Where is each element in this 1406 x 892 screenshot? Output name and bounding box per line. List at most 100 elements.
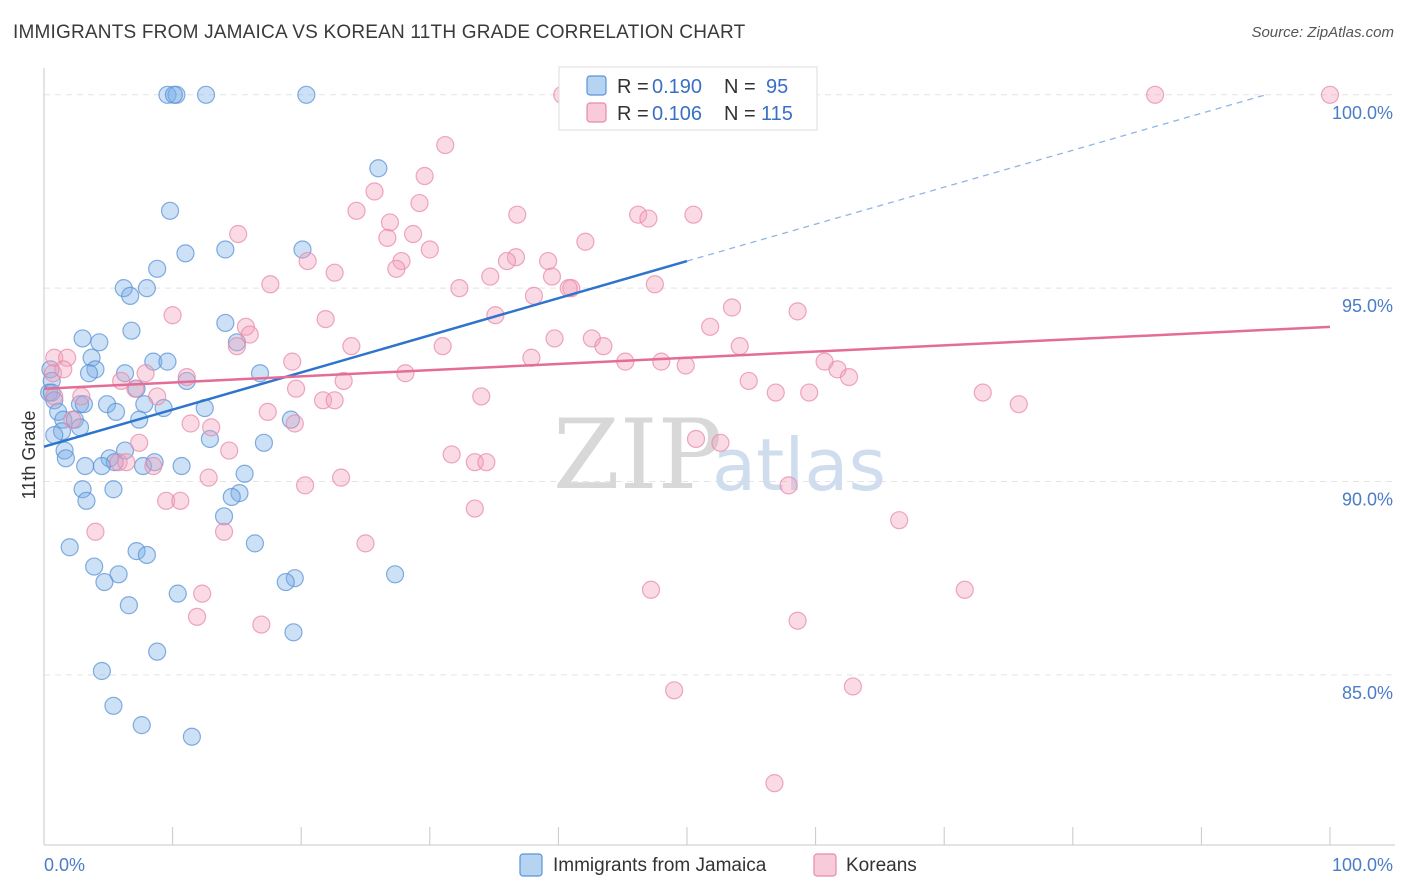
trend-lines xyxy=(43,94,1331,448)
chart-source: Source: ZipAtlas.com xyxy=(1251,24,1394,41)
point-jamaica-69 xyxy=(127,542,146,561)
point-jamaica-2 xyxy=(164,85,183,104)
point-jamaica-16 xyxy=(73,329,92,348)
point-jamaica-67 xyxy=(245,534,265,553)
legend-swatch-korean xyxy=(586,102,607,123)
point-jamaica-79 xyxy=(284,623,303,642)
legend-r-label-jamaica: R = xyxy=(617,76,649,98)
point-korean-61 xyxy=(839,367,859,387)
point-korean-45 xyxy=(433,337,452,356)
point-korean-36 xyxy=(163,306,182,325)
point-jamaica-70 xyxy=(137,545,156,565)
point-jamaica-64 xyxy=(222,487,241,507)
point-korean-96 xyxy=(779,476,798,495)
point-korean-7 xyxy=(347,201,366,220)
point-jamaica-17 xyxy=(90,333,109,352)
point-korean-17 xyxy=(420,240,439,259)
point-korean-76 xyxy=(325,391,344,410)
point-korean-68 xyxy=(766,383,785,402)
point-korean-32 xyxy=(524,286,544,305)
point-korean-66 xyxy=(126,379,145,398)
point-jamaica-77 xyxy=(168,584,187,603)
point-korean-38 xyxy=(701,317,720,336)
point-korean-71 xyxy=(45,387,64,406)
point-jamaica-4 xyxy=(297,85,316,104)
point-korean-112 xyxy=(765,774,784,793)
point-korean-111 xyxy=(843,677,862,696)
point-korean-74 xyxy=(472,387,491,406)
point-korean-87 xyxy=(442,445,461,464)
point-korean-84 xyxy=(711,433,730,452)
point-korean-56 xyxy=(43,364,63,383)
point-korean-85 xyxy=(130,433,149,452)
legend-r-value-korean: 0.106 xyxy=(652,103,702,125)
point-korean-53 xyxy=(652,352,671,371)
point-korean-78 xyxy=(258,402,277,421)
point-jamaica-59 xyxy=(172,456,191,476)
y-tick-label-0: 85.0% xyxy=(1342,683,1393,703)
watermark-zip: ZIP xyxy=(553,399,722,511)
point-korean-100 xyxy=(890,511,909,530)
point-korean-86 xyxy=(220,441,239,460)
point-korean-59 xyxy=(396,364,415,383)
point-jamaica-52 xyxy=(56,449,75,468)
x-tick-labels: 0.0% 100.0% xyxy=(44,855,1393,875)
point-jamaica-40 xyxy=(106,402,126,421)
legend-swatch-jamaica xyxy=(586,75,607,96)
point-jamaica-21 xyxy=(158,352,177,371)
point-korean-77 xyxy=(1009,395,1028,414)
legend-r-label-korean: R = xyxy=(617,103,649,125)
y-tick-label-3: 100.0% xyxy=(1332,103,1393,123)
point-jamaica-73 xyxy=(385,565,405,584)
point-korean-108 xyxy=(788,611,807,630)
point-korean-31 xyxy=(645,275,664,294)
point-jamaica-68 xyxy=(60,538,79,557)
point-korean-4 xyxy=(415,166,434,186)
point-korean-104 xyxy=(641,580,661,599)
point-jamaica-74 xyxy=(95,572,114,592)
point-jamaica-12 xyxy=(137,279,156,298)
point-korean-107 xyxy=(187,607,207,626)
point-korean-90 xyxy=(109,453,128,472)
point-korean-1 xyxy=(1146,85,1165,104)
trend-line-jamaica xyxy=(43,259,688,448)
point-korean-22 xyxy=(497,251,517,271)
point-korean-69 xyxy=(800,383,819,402)
point-korean-3 xyxy=(436,135,455,155)
point-jamaica-6 xyxy=(160,201,180,220)
point-korean-58 xyxy=(54,360,73,379)
point-korean-67 xyxy=(286,379,306,398)
point-korean-57 xyxy=(136,364,155,383)
point-korean-40 xyxy=(240,325,259,344)
x-tick-label-1: 100.0% xyxy=(1332,855,1393,875)
watermark-atlas: atlas xyxy=(712,423,886,507)
point-korean-70 xyxy=(973,383,992,402)
point-jamaica-83 xyxy=(132,716,151,735)
point-korean-98 xyxy=(171,491,190,510)
point-jamaica-80 xyxy=(148,642,167,661)
point-jamaica-14 xyxy=(216,313,235,333)
point-jamaica-15 xyxy=(122,321,141,340)
y-axis-title: 11th Grade xyxy=(19,411,39,500)
point-korean-83 xyxy=(686,429,706,449)
point-korean-80 xyxy=(285,414,304,433)
point-korean-103 xyxy=(356,534,375,553)
point-korean-21 xyxy=(539,251,558,271)
watermark: ZIP atlas xyxy=(553,399,886,511)
point-korean-2 xyxy=(1320,85,1340,104)
point-korean-109 xyxy=(252,615,271,634)
point-korean-82 xyxy=(202,418,221,437)
point-korean-79 xyxy=(63,410,82,429)
point-korean-12 xyxy=(380,213,400,232)
point-korean-16 xyxy=(576,232,595,251)
point-jamaica-71 xyxy=(85,557,104,576)
point-jamaica-60 xyxy=(235,464,254,483)
legend-n-label-korean: N = xyxy=(724,103,756,125)
data-points xyxy=(40,85,1340,793)
point-jamaica-19 xyxy=(82,348,101,367)
point-korean-20 xyxy=(298,251,317,271)
point-jamaica-81 xyxy=(92,661,111,681)
y-tick-labels: 85.0% 90.0% 95.0% 100.0% xyxy=(1332,103,1393,703)
point-jamaica-61 xyxy=(73,480,92,499)
